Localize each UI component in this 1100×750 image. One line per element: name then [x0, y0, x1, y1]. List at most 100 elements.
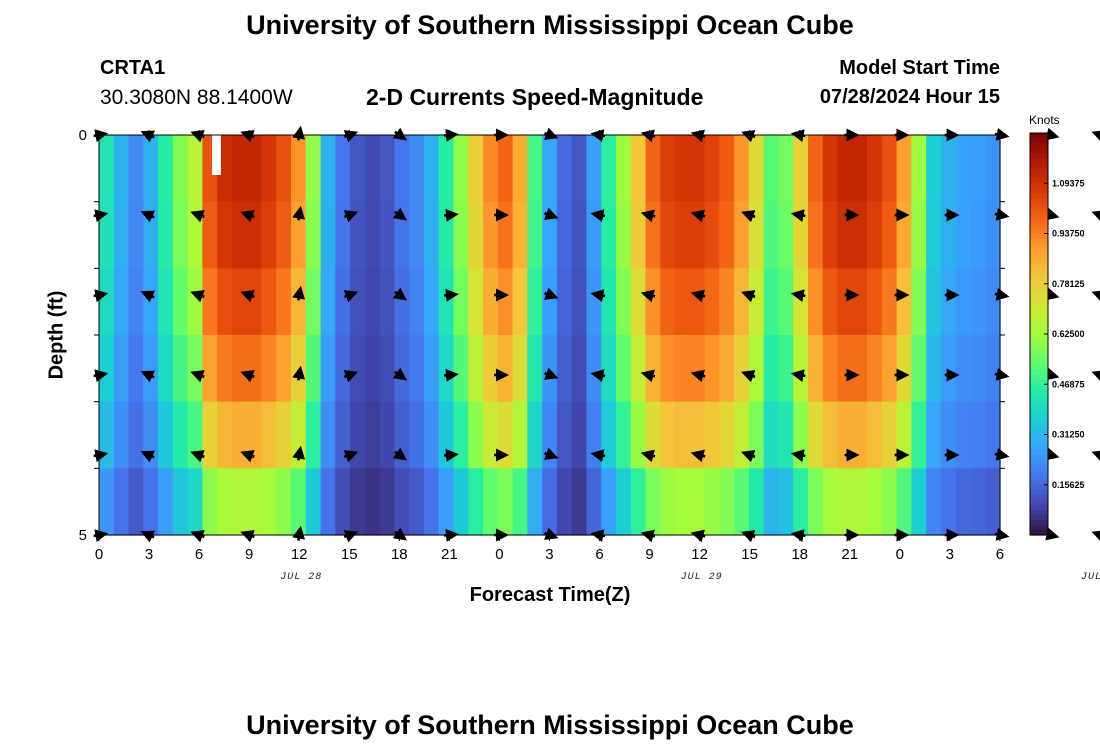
heatmap-cell	[837, 335, 853, 403]
heatmap-cell	[276, 401, 292, 469]
heatmap-cell	[748, 135, 765, 203]
heatmap-cell	[217, 401, 233, 469]
colorbar-swatch	[1030, 479, 1048, 486]
heatmap-cell	[350, 468, 366, 536]
heatmap-cell	[158, 268, 174, 336]
x-tick-label: 3	[545, 546, 553, 563]
heatmap-cell	[911, 468, 927, 536]
heatmap-cell	[350, 401, 366, 469]
heatmap-cell	[202, 268, 218, 336]
heatmap-cell	[970, 335, 986, 403]
current-vector-arrow	[140, 210, 156, 223]
heatmap-cell	[542, 335, 558, 403]
model-start-value: 07/28/2024 Hour 15	[819, 86, 1000, 108]
heatmap-cell	[99, 135, 115, 203]
heatmap-cell	[217, 335, 233, 403]
heatmap-cell	[793, 335, 809, 403]
heatmap-cell	[246, 135, 263, 203]
heatmap-cell	[113, 335, 130, 403]
heatmap-cell	[852, 135, 868, 203]
heatmap-cell	[571, 135, 588, 203]
current-vector-arrow	[741, 450, 756, 463]
colorbar-swatch	[1030, 489, 1048, 496]
heatmap-cell	[822, 335, 839, 403]
heatmap-cell	[291, 135, 307, 203]
current-vector-arrow	[240, 210, 255, 223]
heatmap-cell	[246, 468, 263, 536]
colorbar-swatch	[1030, 243, 1048, 250]
colorbar-swatch	[1030, 293, 1048, 300]
heatmap-cell	[276, 135, 292, 203]
colorbar-swatch	[1030, 359, 1048, 365]
heatmap-cell	[660, 201, 676, 269]
current-vector-arrow	[343, 210, 359, 223]
heatmap-cell	[586, 335, 602, 403]
heatmap-cell	[527, 268, 543, 336]
heatmap-cell	[970, 201, 986, 269]
heatmap-cell	[143, 135, 159, 203]
heatmap-cell	[527, 135, 543, 203]
colorbar-swatch	[1030, 439, 1048, 446]
colorbar-swatch	[1030, 449, 1048, 456]
current-vector-arrow	[690, 289, 706, 303]
heatmap-cell	[113, 401, 130, 469]
heatmap-cell	[807, 401, 824, 469]
heatmap-cell	[985, 135, 1001, 203]
heatmap-cell	[364, 201, 381, 269]
colorbar-swatch	[1030, 233, 1048, 240]
heatmap-cell	[719, 401, 735, 469]
colorbar-swatch	[1030, 288, 1048, 295]
heatmap-cell	[512, 201, 528, 269]
current-vector-arrow	[190, 370, 205, 383]
heatmap-cell	[719, 335, 735, 403]
heatmap-cell	[527, 335, 543, 403]
heatmap-cell	[320, 401, 336, 469]
heatmap-cell	[645, 135, 661, 203]
colorbar: 1.09375 0.93750 0.78125 0.62500 0.46875 0.312…	[1029, 132, 1085, 536]
x-tick-label: 0	[495, 546, 503, 563]
heatmap-cell	[926, 201, 942, 269]
heatmap-cell	[542, 135, 558, 203]
heatmap-cell	[571, 201, 588, 269]
heatmap-cell	[660, 268, 676, 336]
colorbar-swatch	[1030, 469, 1048, 476]
heatmap-cell	[497, 468, 514, 536]
heatmap-cell	[261, 335, 277, 403]
colorbar-swatch	[1030, 364, 1048, 370]
heatmap-cell	[911, 135, 927, 203]
heatmap-cell	[867, 268, 883, 336]
heatmap-cell	[423, 335, 440, 403]
heatmap-cell	[837, 468, 853, 536]
heatmap-cell	[704, 201, 720, 269]
colorbar-swatch	[1030, 163, 1048, 169]
current-vector-arrow	[190, 210, 205, 223]
heatmap-cell	[940, 268, 957, 336]
heatmap-cell	[483, 201, 499, 269]
heatmap-cell	[276, 201, 292, 269]
heatmap-cell	[335, 401, 351, 469]
heatmap-cell	[852, 335, 868, 403]
heatmap-cell	[660, 401, 676, 469]
heatmap-cell	[719, 135, 735, 203]
current-vector-arrow	[292, 445, 306, 461]
colorbar-swatch	[1030, 419, 1048, 426]
colorbar-swatch	[1030, 248, 1048, 255]
heatmap-cell	[158, 468, 174, 536]
heatmap-cell	[911, 201, 927, 269]
x-axis-label: Forecast Time(Z)	[469, 584, 631, 606]
heatmap-cell	[158, 401, 174, 469]
colorbar-swatch	[1030, 399, 1048, 405]
heatmap-cell	[571, 268, 588, 336]
footer-title: University of Southern Mississippi Ocean…	[246, 710, 854, 740]
heatmap-cell	[394, 268, 410, 336]
heatmap-cell	[881, 335, 898, 403]
colorbar-swatch	[1030, 228, 1048, 235]
heatmap-cell	[423, 268, 440, 336]
heatmap-cell	[350, 335, 366, 403]
heatmap-cell	[911, 268, 927, 336]
current-vector-arrow	[140, 450, 156, 463]
colorbar-swatch	[1030, 218, 1048, 225]
heatmap-cell	[305, 335, 322, 403]
heatmap-cell	[453, 268, 469, 336]
heatmap-cell	[704, 335, 720, 403]
